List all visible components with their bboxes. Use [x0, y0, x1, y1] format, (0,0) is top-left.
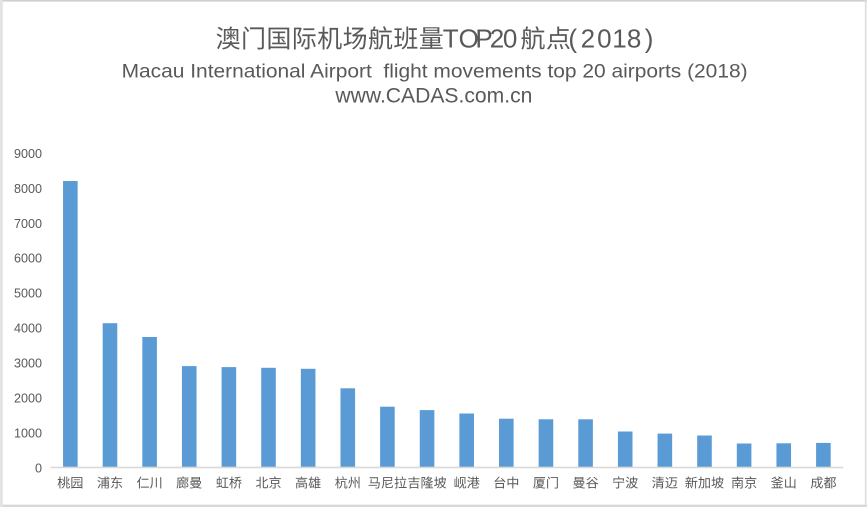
- svg-text:4000: 4000: [14, 322, 42, 336]
- svg-text:6000: 6000: [14, 252, 42, 266]
- svg-text:2: 2: [490, 24, 504, 54]
- svg-text:0: 0: [35, 461, 42, 475]
- svg-text:2000: 2000: [14, 392, 42, 406]
- svg-text:1000: 1000: [14, 427, 42, 441]
- svg-text:www.CADAS.com.cn: www.CADAS.com.cn: [334, 84, 532, 107]
- svg-text:1: 1: [612, 24, 626, 54]
- svg-text:3000: 3000: [14, 357, 42, 371]
- svg-text:5000: 5000: [14, 287, 42, 301]
- svg-text:): ): [645, 24, 654, 54]
- svg-text:0: 0: [503, 24, 517, 54]
- svg-text:P: P: [475, 24, 492, 54]
- svg-text:8: 8: [627, 24, 641, 54]
- svg-text:9000: 9000: [14, 147, 42, 161]
- svg-text:T: T: [443, 24, 459, 54]
- svg-text:8000: 8000: [14, 182, 42, 196]
- svg-text:Macau International Airport f: Macau International Airport flight movem…: [122, 60, 748, 82]
- svg-text:(: (: [568, 24, 577, 54]
- svg-text:O: O: [459, 24, 479, 54]
- svg-text:2: 2: [581, 24, 595, 54]
- svg-text:0: 0: [597, 24, 611, 54]
- svg-text:7000: 7000: [14, 217, 42, 231]
